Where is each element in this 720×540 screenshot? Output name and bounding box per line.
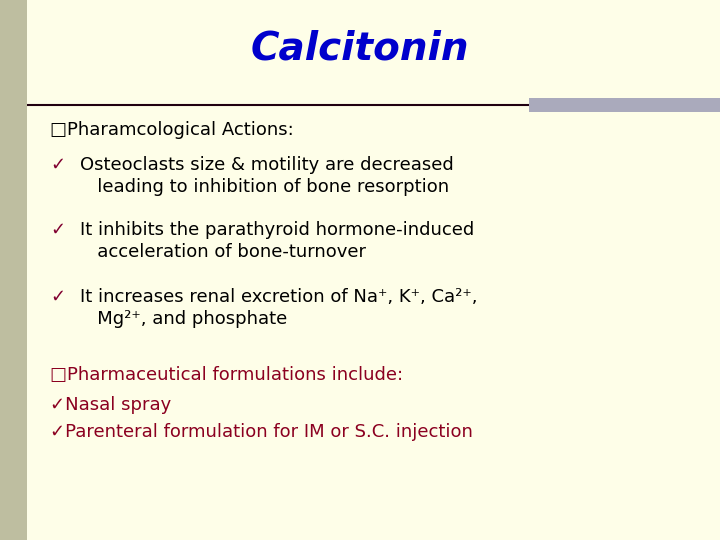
Text: leading to inhibition of bone resorption: leading to inhibition of bone resorption	[80, 178, 449, 196]
Text: acceleration of bone-turnover: acceleration of bone-turnover	[80, 243, 366, 261]
Text: Calcitonin: Calcitonin	[251, 29, 469, 67]
Text: □Pharmaceutical formulations include:: □Pharmaceutical formulations include:	[50, 366, 403, 384]
Text: ✓Parenteral formulation for IM or S.C. injection: ✓Parenteral formulation for IM or S.C. i…	[50, 423, 473, 441]
Text: Osteoclasts size & motility are decreased: Osteoclasts size & motility are decrease…	[80, 156, 454, 174]
Text: ✓: ✓	[50, 288, 65, 306]
Text: Mg²⁺, and phosphate: Mg²⁺, and phosphate	[80, 310, 287, 328]
Text: It increases renal excretion of Na⁺, K⁺, Ca²⁺,: It increases renal excretion of Na⁺, K⁺,…	[80, 288, 477, 306]
Bar	[529, 98, 720, 112]
Text: ✓: ✓	[50, 221, 65, 239]
Bar	[0, 0, 27, 540]
Text: □Pharamcological Actions:: □Pharamcological Actions:	[50, 121, 294, 139]
Text: ✓Nasal spray: ✓Nasal spray	[50, 396, 171, 414]
Text: It inhibits the parathyroid hormone-induced: It inhibits the parathyroid hormone-indu…	[80, 221, 474, 239]
Text: ✓: ✓	[50, 156, 65, 174]
